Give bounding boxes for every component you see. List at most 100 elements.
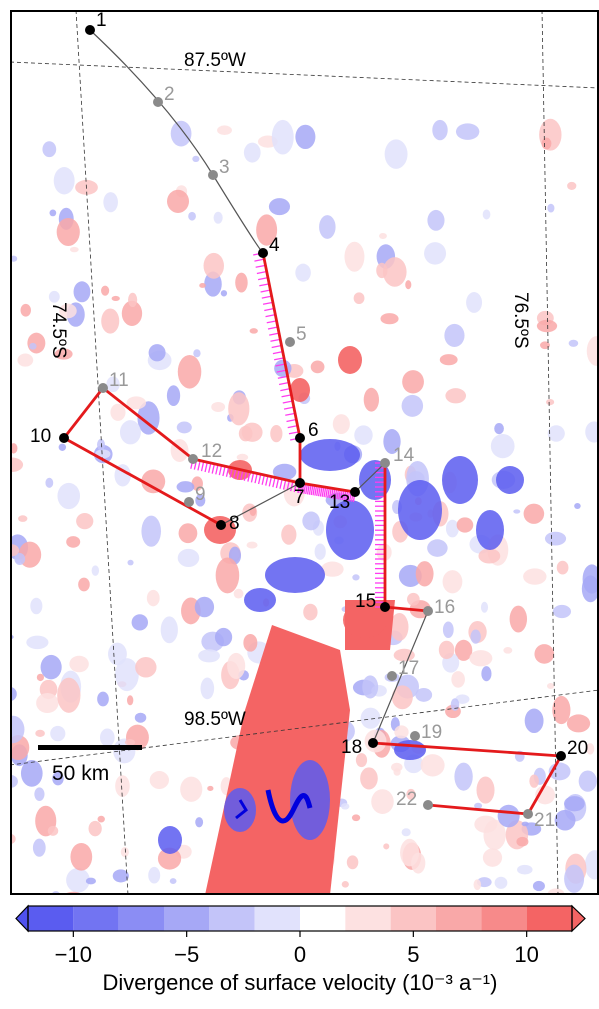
divergence-patch — [97, 691, 109, 707]
flux-gate-tick — [259, 283, 270, 287]
colorbar-swatch — [526, 906, 572, 931]
flux-gate-tick — [250, 472, 255, 483]
divergence-patch — [141, 515, 161, 547]
flux-gate-tick — [339, 489, 343, 500]
colorbar-swatch — [73, 906, 119, 931]
divergence-patch — [466, 292, 483, 313]
divergence-patch — [233, 588, 244, 599]
divergence-patch — [69, 246, 79, 253]
flux-gate-tick — [334, 488, 338, 499]
scale-bar — [38, 745, 142, 750]
divergence-strong-negative — [476, 510, 504, 550]
divergence-patch — [108, 642, 127, 666]
divergence-patch — [220, 290, 228, 297]
colorbar-swatch — [28, 906, 74, 931]
divergence-patch — [14, 552, 26, 565]
waypoint-18-marker — [368, 738, 378, 748]
divergence-patch — [177, 354, 202, 389]
divergence-patch — [66, 867, 90, 893]
graticule-lat-76-5 — [541, 10, 559, 895]
flux-gate-tick — [272, 351, 283, 355]
divergence-patch — [480, 601, 489, 613]
divergence-patch — [354, 425, 373, 445]
divergence-patch — [470, 629, 481, 644]
flux-gate-tick — [258, 277, 269, 281]
waypoint-20-marker — [556, 751, 566, 761]
divergence-patch — [49, 209, 57, 217]
divergence-patch — [249, 328, 258, 334]
colorbar-swatch — [164, 906, 210, 931]
divergence-patch — [137, 401, 160, 435]
divergence-patch — [427, 209, 445, 231]
divergence-patch — [494, 876, 508, 889]
divergence-strong-negative — [244, 588, 276, 612]
divergence-patch — [78, 577, 90, 592]
divergence-patch — [241, 422, 263, 442]
flux-gate-tick — [240, 470, 244, 481]
flux-gate-tick — [288, 431, 299, 435]
divergence-patch — [314, 543, 326, 560]
divergence-patch — [546, 682, 555, 690]
route-15-16 — [384, 605, 429, 613]
divergence-patch — [445, 388, 467, 404]
divergence-patch — [213, 211, 223, 224]
divergence-patch — [360, 707, 381, 729]
divergence-patch — [384, 139, 408, 169]
divergence-patch — [180, 776, 203, 802]
flux-gate-tick — [275, 478, 280, 489]
divergence-patch — [121, 300, 143, 326]
flux-gate-tick — [271, 344, 282, 349]
divergence-patch — [52, 771, 64, 786]
divergence-patch — [411, 852, 426, 874]
divergence-patch — [376, 262, 388, 279]
waypoint-20-label: 20 — [567, 738, 588, 759]
divergence-patch — [30, 597, 43, 615]
divergence-patch — [66, 536, 81, 548]
divergence-patch — [207, 785, 214, 791]
lat-label-left: 74.5ºS — [48, 302, 69, 359]
colorbar-title: Divergence of surface velocity (10⁻³ a⁻¹… — [103, 970, 498, 995]
divergence-patch — [455, 694, 470, 704]
divergence-patch — [521, 821, 529, 827]
colorbar-tick-label: −10 — [55, 942, 92, 967]
colorbar-swatch — [254, 906, 300, 931]
divergence-patch — [353, 292, 365, 305]
divergence-patch — [319, 215, 336, 239]
divergence-patch — [69, 655, 89, 673]
colorbar-swatch — [345, 906, 391, 931]
waypoint-22-label: 22 — [396, 789, 417, 810]
divergence-patch — [497, 804, 520, 828]
waypoint-15-label: 15 — [355, 591, 376, 612]
divergence-patch — [271, 119, 294, 155]
waypoint-21-marker — [523, 809, 533, 819]
flux-gate-tick — [222, 466, 226, 477]
flux-gate-tick — [274, 357, 285, 361]
divergence-patch — [391, 762, 403, 772]
divergence-patch — [177, 548, 200, 568]
divergence-patch — [415, 688, 433, 702]
flux-gate-tick — [272, 477, 276, 488]
flux-gate-tick — [336, 489, 340, 500]
divergence-patch — [235, 272, 248, 293]
route-16-18 — [372, 610, 429, 744]
divergence-patch — [227, 652, 246, 679]
flux-gate-tick — [305, 484, 308, 495]
divergence-patch — [120, 847, 129, 858]
waypoint-12-label: 12 — [201, 441, 222, 462]
flux-gate-tick — [268, 476, 273, 487]
divergence-patch — [17, 353, 34, 367]
waypoint-3-label: 3 — [219, 157, 230, 178]
divergence-patch — [516, 836, 529, 847]
divergence-patch — [432, 119, 448, 141]
divergence-patch — [57, 482, 81, 510]
divergence-patch — [541, 137, 552, 150]
route-20-21 — [526, 755, 563, 815]
route-21-22 — [427, 803, 529, 816]
divergence-patch — [391, 685, 413, 710]
divergence-patch — [34, 787, 45, 802]
divergence-patch — [73, 281, 91, 303]
scale-bar-label: 50 km — [52, 762, 109, 785]
divergence-patch — [214, 627, 233, 647]
divergence-patch — [192, 155, 200, 163]
divergence-strong-positive — [338, 346, 362, 374]
